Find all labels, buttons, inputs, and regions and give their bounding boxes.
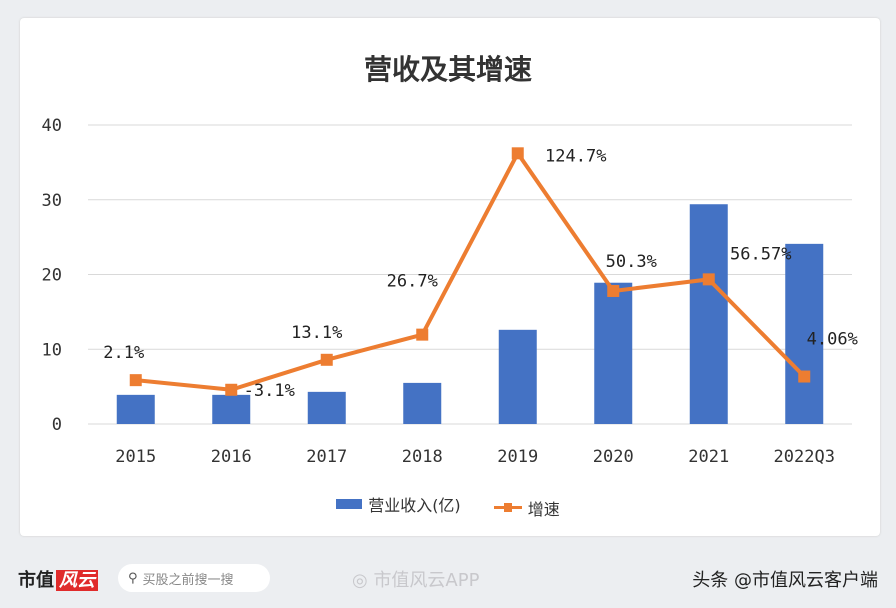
data-label: 26.7% [387, 272, 438, 292]
y-tick-label: 40 [42, 116, 62, 136]
line-marker [702, 273, 715, 286]
bar [689, 204, 728, 424]
data-label: 56.57% [730, 244, 791, 264]
search-icon: ⚲ [128, 570, 138, 586]
x-tick-label: 2016 [211, 447, 252, 467]
bar [116, 394, 155, 424]
x-tick-label: 2018 [402, 447, 443, 467]
line-marker [320, 353, 333, 366]
x-tick-label: 2019 [497, 447, 538, 467]
watermark: ◎ 市值风云APP [352, 570, 480, 591]
weibo-icon: ◎ [352, 570, 374, 591]
legend-item-revenue: 营业收入(亿) [336, 492, 461, 516]
line-marker [416, 328, 429, 341]
data-label: 13.1% [291, 323, 342, 343]
x-tick-label: 2022Q3 [774, 447, 835, 467]
bar [307, 391, 346, 424]
x-tick-label: 2021 [688, 447, 729, 467]
line-marker [607, 284, 620, 297]
line-marker [129, 374, 142, 387]
bar [212, 394, 251, 424]
source-credit: 头条 @市值风云客户端 [692, 570, 878, 591]
data-label: 124.7% [545, 146, 606, 166]
bar [785, 243, 824, 424]
y-tick-label: 10 [42, 340, 62, 360]
x-tick-label: 2017 [306, 447, 347, 467]
bar [403, 382, 442, 424]
legend-item-growth: 增速 [493, 496, 560, 520]
legend-label: 营业收入(亿) [368, 496, 461, 515]
legend-label: 增速 [527, 499, 560, 519]
search-box[interactable]: ⚲ 买股之前搜一搜 [118, 564, 270, 592]
growth-line [135, 151, 806, 392]
x-tick-label: 2015 [115, 447, 156, 467]
legend-swatch-bar [336, 499, 363, 509]
legend-swatch-line [493, 503, 522, 512]
data-label: 4.06% [807, 330, 858, 350]
legend: 营业收入(亿) 增速 [0, 492, 896, 520]
bar [594, 282, 633, 424]
bar [498, 329, 537, 424]
y-tick-label: 20 [42, 266, 62, 286]
line-marker [511, 147, 524, 160]
x-tick-label: 2020 [593, 447, 634, 467]
data-label: 2.1% [103, 343, 144, 363]
y-tick-label: 30 [42, 191, 62, 211]
line-marker [798, 370, 811, 383]
data-label: -3.1% [244, 381, 295, 401]
brand-logo: 市值 风云 [18, 566, 98, 592]
line-marker [225, 383, 238, 396]
chart-title: 营收及其增速 [363, 53, 532, 86]
search-placeholder: 买股之前搜一搜 [142, 572, 234, 588]
chart-card [20, 18, 880, 536]
y-tick-label: 0 [52, 415, 62, 435]
data-label: 50.3% [606, 252, 657, 272]
